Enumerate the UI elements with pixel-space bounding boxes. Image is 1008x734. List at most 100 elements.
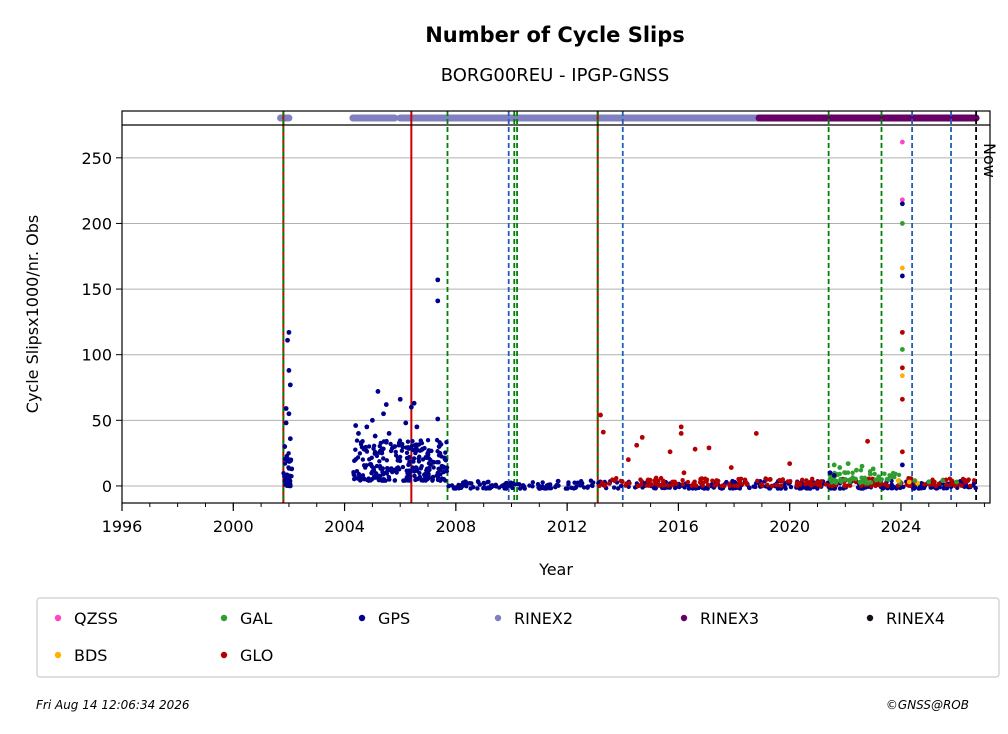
data-point-gps: [403, 420, 409, 426]
data-point: [381, 456, 386, 461]
data-point: [367, 457, 372, 462]
data-point: [703, 479, 708, 484]
data-point: [385, 466, 391, 471]
data-point: [413, 465, 419, 470]
data-point: [758, 482, 764, 487]
x-tick-label: 2004: [324, 517, 365, 536]
data-point-gal: [940, 478, 946, 484]
data-point: [414, 468, 420, 474]
data-point-gps: [827, 470, 833, 476]
data-point-glo: [706, 445, 712, 451]
legend-label: RINEX2: [514, 609, 573, 628]
data-point: [530, 484, 535, 489]
data-point: [778, 483, 784, 488]
data-point-gps: [289, 466, 295, 472]
y-tick-label: 50: [92, 411, 112, 430]
data-point-gps: [282, 444, 288, 449]
data-point: [430, 474, 436, 480]
data-point-glo: [787, 461, 793, 467]
data-point: [435, 449, 440, 454]
data-point: [425, 437, 431, 443]
data-point: [393, 449, 398, 455]
data-point: [372, 451, 377, 456]
data-point: [400, 441, 405, 447]
data-point-gps: [286, 329, 292, 335]
data-point: [588, 478, 594, 483]
data-point: [416, 459, 422, 464]
data-point: [517, 486, 523, 491]
data-point-glo: [600, 429, 606, 435]
data-point: [722, 483, 727, 489]
data-point-gps: [286, 368, 292, 373]
data-point: [387, 477, 392, 482]
data-point: [769, 483, 775, 489]
data-point: [409, 443, 415, 449]
y-tick-label: 100: [81, 346, 112, 365]
data-point: [618, 478, 623, 484]
legend-label: GLO: [240, 646, 273, 665]
data-point-gal: [867, 471, 873, 477]
data-point: [407, 454, 412, 460]
data-point-gps: [431, 459, 436, 465]
data-point: [407, 468, 412, 473]
data-point: [420, 457, 426, 462]
data-point: [353, 447, 358, 452]
data-point: [494, 484, 499, 489]
data-point: [441, 477, 446, 482]
data-point: [644, 483, 649, 488]
x-tick-label: 2016: [658, 517, 699, 536]
data-point: [508, 480, 514, 485]
data-point: [502, 483, 508, 489]
data-point: [372, 475, 378, 480]
data-point: [407, 475, 412, 481]
data-point: [877, 483, 882, 488]
data-point: [438, 467, 443, 472]
data-point: [658, 475, 664, 481]
data-point-gps: [392, 444, 398, 449]
data-point-glo: [678, 431, 684, 436]
data-point-glo: [753, 431, 759, 436]
data-point: [381, 477, 387, 482]
data-point-gal: [845, 461, 851, 467]
data-point: [366, 476, 371, 481]
data-point: [624, 481, 629, 486]
data-point-gps: [420, 446, 425, 452]
legend: QZSS GAL GPS RINEX2 RINEX3 RINEX4 BDS GLO: [54, 609, 945, 665]
data-point: [377, 443, 382, 449]
data-point-gal: [926, 479, 932, 485]
data-point: [420, 478, 426, 483]
data-point: [765, 482, 770, 488]
data-point: [543, 485, 548, 491]
data-point: [889, 482, 894, 487]
data-point-gal: [854, 467, 859, 473]
data-point-gal: [842, 470, 848, 476]
data-point: [416, 442, 422, 447]
data-point: [410, 438, 415, 444]
data-point: [921, 485, 927, 491]
data-point: [858, 468, 864, 473]
data-point: [434, 459, 440, 465]
data-point: [405, 444, 411, 450]
data-point: [712, 483, 717, 488]
data-point: [435, 470, 440, 476]
data-point-gps: [283, 406, 289, 411]
data-point-gps: [364, 424, 370, 430]
y-axis: 0 50 100 150 200 250: [81, 149, 122, 496]
legend-marker: [494, 614, 502, 622]
plot-frame: [121, 110, 991, 504]
data-point: [838, 477, 843, 482]
data-point-glo: [803, 478, 809, 484]
data-point: [443, 450, 448, 455]
legend-marker: [54, 651, 62, 659]
data-point: [405, 439, 411, 444]
data-point: [639, 478, 644, 484]
legend-marker: [220, 614, 228, 622]
data-point-gps: [435, 277, 441, 283]
data-point: [475, 479, 481, 484]
data-point: [911, 486, 917, 491]
data-point: [896, 472, 902, 478]
data-point-glo: [899, 365, 905, 371]
data-point-gps: [287, 483, 293, 489]
data-point: [885, 483, 890, 489]
data-point: [780, 477, 786, 482]
